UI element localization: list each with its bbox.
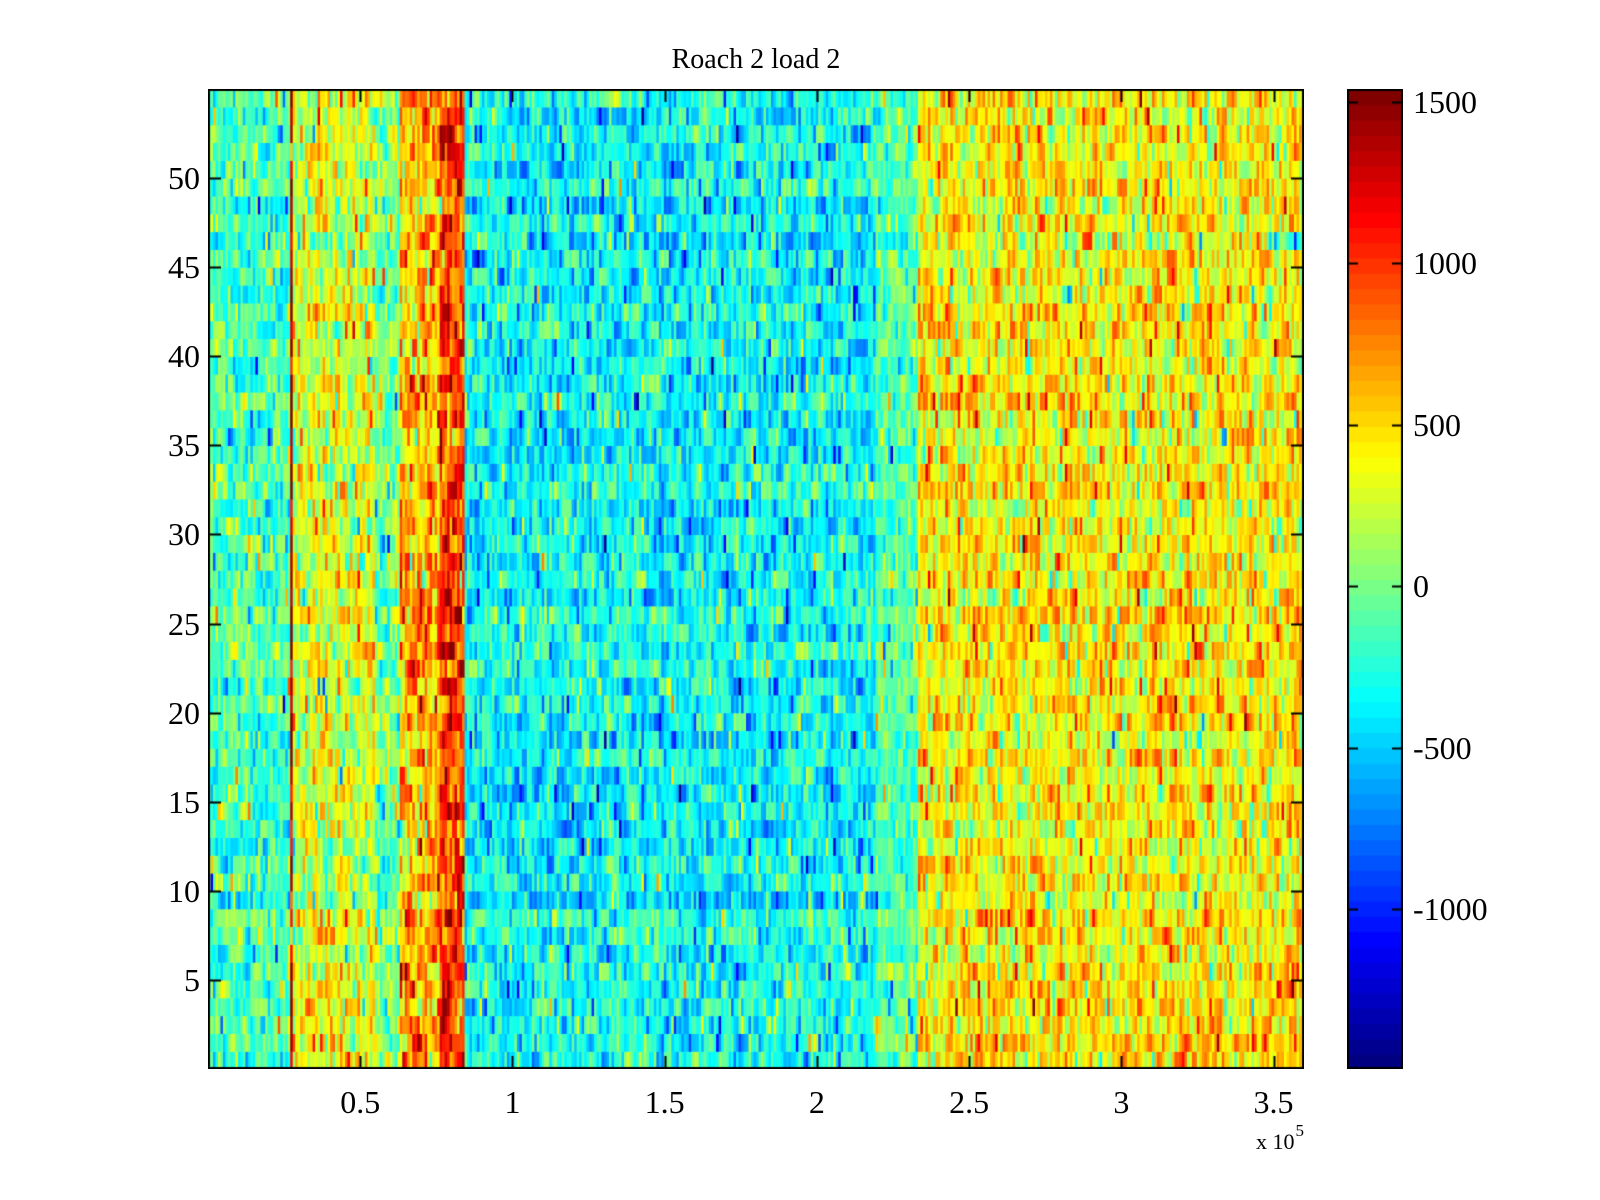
exponent-base-text: x 10 bbox=[1256, 1129, 1295, 1154]
y-axis-tick-label: 30 bbox=[168, 516, 200, 553]
x-axis-tick-label: 2 bbox=[808, 1084, 825, 1120]
y-axis-tick-label: 40 bbox=[168, 338, 200, 375]
y-axis-tick-label: 35 bbox=[168, 427, 200, 464]
exponent-power-text: 5 bbox=[1295, 1121, 1305, 1140]
x-axis-tick-label: 1 bbox=[504, 1084, 521, 1120]
x-axis-tick-label: 1.5 bbox=[644, 1084, 685, 1120]
colorbar-tick-label: -500 bbox=[1413, 729, 1472, 766]
y-axis-tick-label: 10 bbox=[168, 872, 200, 909]
colorbar-tick-label: 500 bbox=[1413, 406, 1461, 443]
x-axis-tick-label: 2.5 bbox=[949, 1084, 990, 1120]
colorbar-tick-label: 1000 bbox=[1413, 245, 1477, 282]
colorbar-tick-label: 1500 bbox=[1413, 83, 1477, 120]
y-axis-tick-label: 45 bbox=[168, 249, 200, 286]
colorbar-canvas bbox=[1347, 89, 1403, 1069]
x-axis-tick-label: 3 bbox=[1113, 1084, 1130, 1120]
y-axis-tick-label: 15 bbox=[168, 783, 200, 820]
colorbar-tick-label: 0 bbox=[1413, 568, 1429, 605]
y-axis-tick-label: 20 bbox=[168, 694, 200, 731]
colorbar-tick-label: -1000 bbox=[1413, 891, 1488, 928]
x-axis-tick-label: 0.5 bbox=[340, 1084, 381, 1120]
y-axis-tick-label: 5 bbox=[184, 961, 200, 998]
y-axis-tick-label: 25 bbox=[168, 605, 200, 642]
y-axis-tick-label: 50 bbox=[168, 160, 200, 197]
chart-title: Roach 2 load 2 bbox=[671, 44, 841, 75]
x-axis-tick-label: 3.5 bbox=[1253, 1084, 1294, 1120]
x-axis-exponent-label: x 105 bbox=[1104, 1121, 1304, 1158]
heatmap-canvas bbox=[208, 89, 1304, 1069]
